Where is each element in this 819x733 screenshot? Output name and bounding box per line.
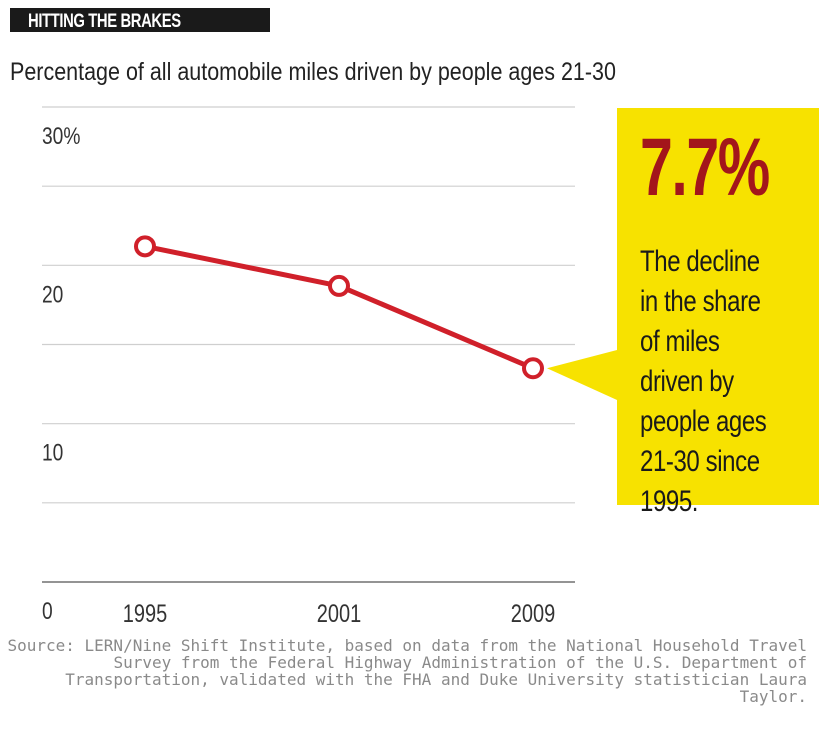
source-note: Source: LERN/Nine Shift Institute, based… [7,636,807,706]
y-axis-labels: 30% 20 10 0 [42,122,80,625]
series-line [144,243,534,371]
x-tick-label: 2009 [511,600,555,628]
callout-value: 7.7% [640,122,770,213]
header-title: HITTING THE BRAKES [28,11,181,32]
series-layer [134,235,544,380]
grid-layer [42,106,575,583]
callout-text: The decline in the share of miles driven… [640,245,767,518]
x-axis-labels: 1995 2001 2009 [123,600,555,628]
y-tick-label: 30% [42,122,80,150]
x-tick-label: 1995 [123,600,167,628]
y-tick-label: 0 [42,597,53,625]
y-tick-label: 20 [42,280,63,308]
y-tick-label: 10 [42,439,63,467]
data-point [328,274,350,297]
x-tick-label: 2001 [317,600,361,628]
data-point [134,235,156,258]
callout-box [547,108,819,505]
chart-subtitle: Percentage of all automobile miles drive… [10,58,616,86]
data-point [522,357,544,380]
header-bar: HITTING THE BRAKES [10,8,270,32]
